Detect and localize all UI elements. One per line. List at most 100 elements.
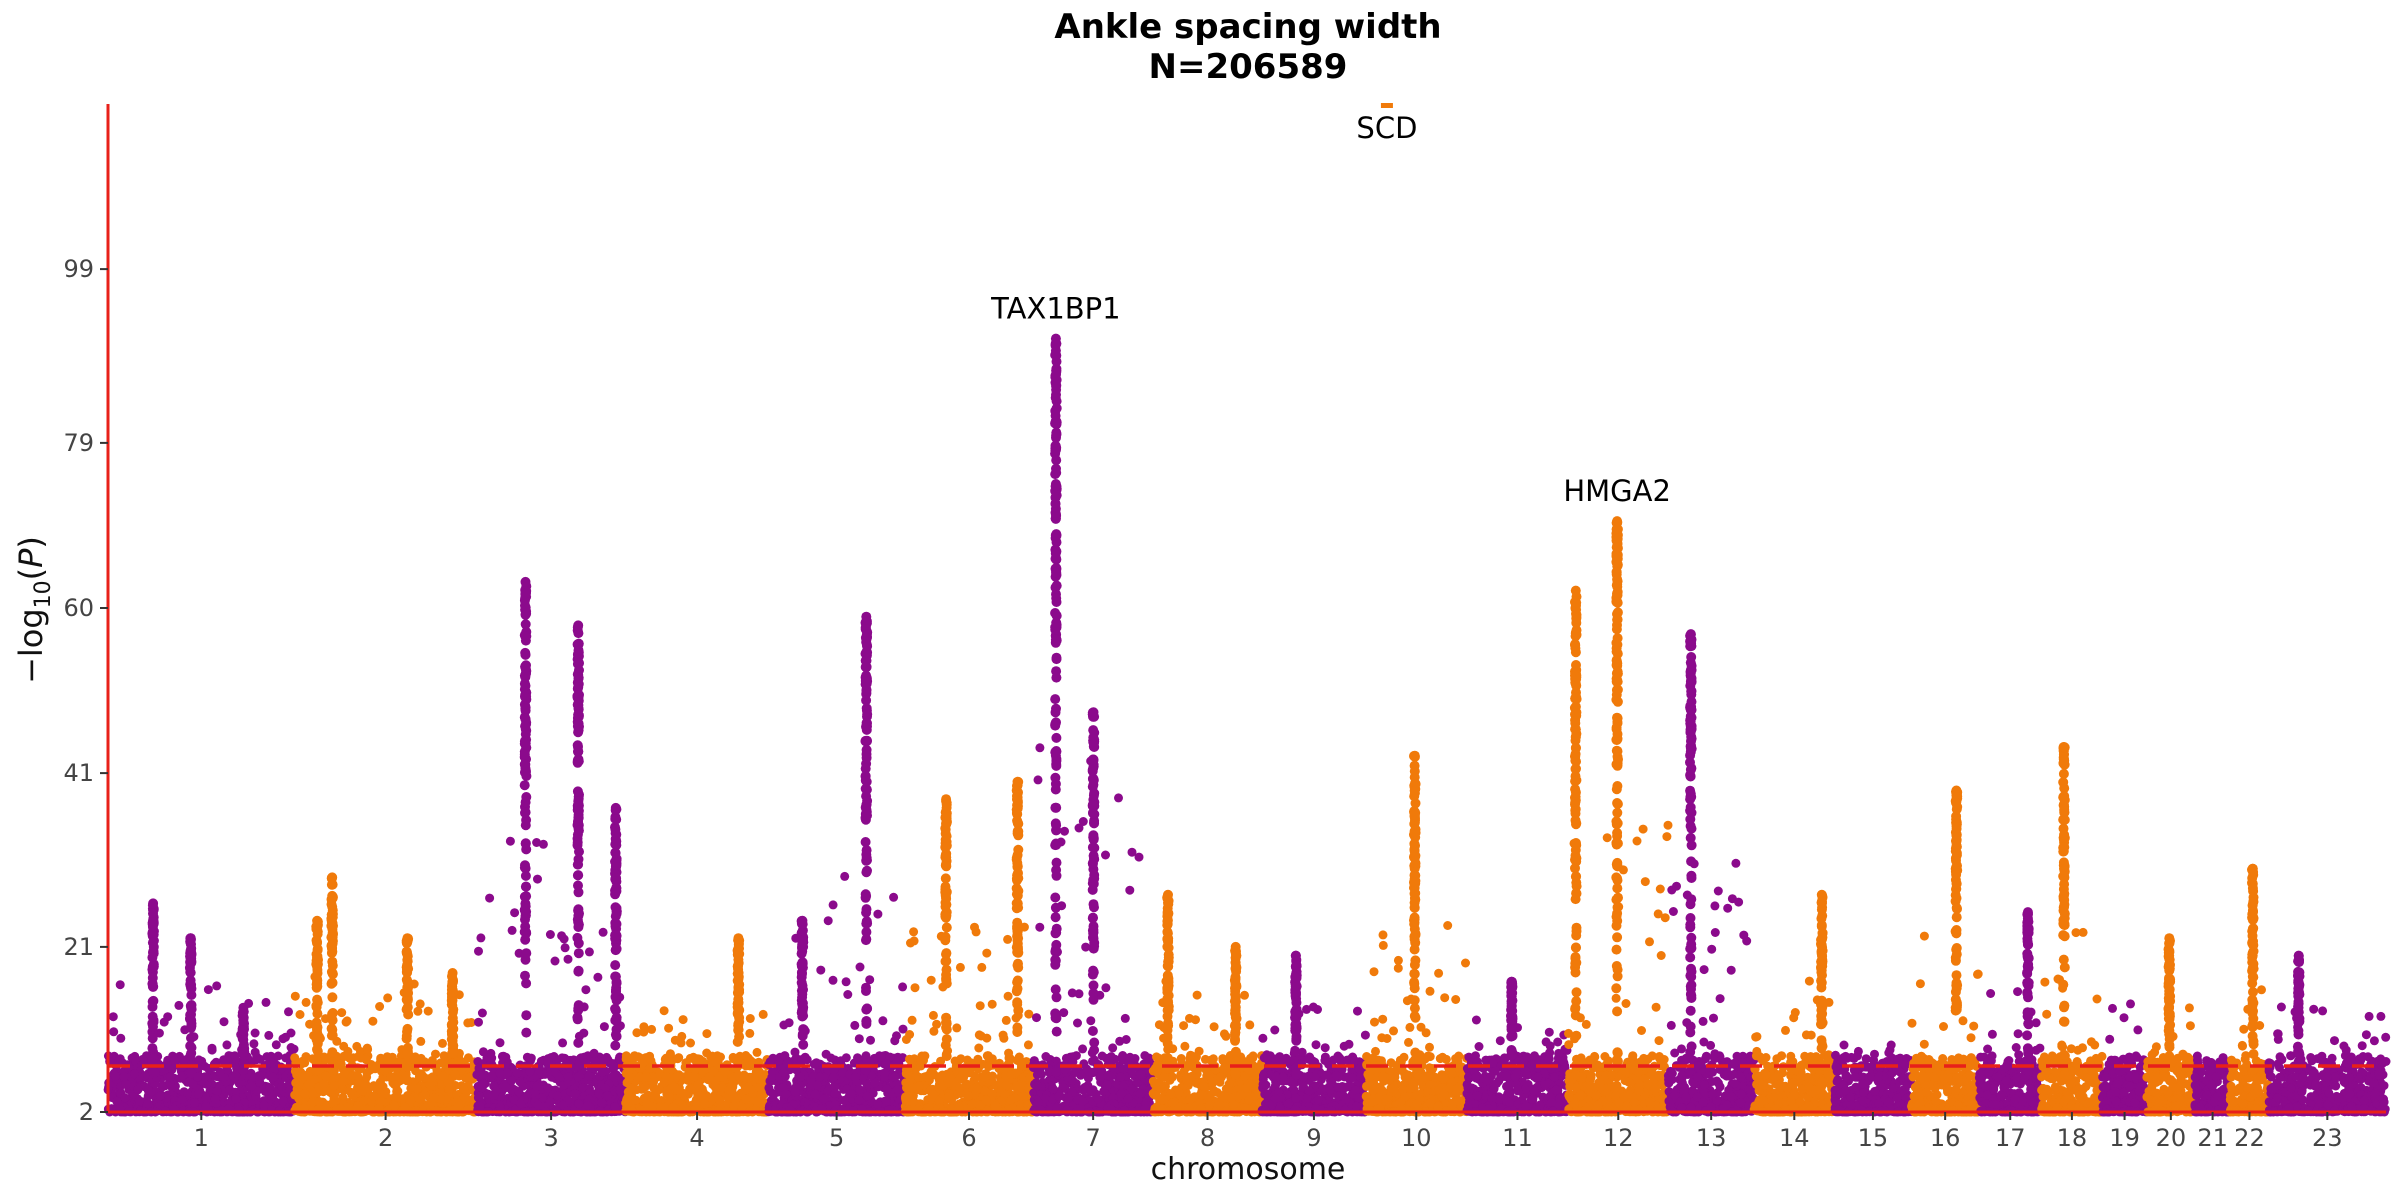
snp-point <box>1060 826 1069 836</box>
snp-point <box>901 1093 911 1103</box>
snp-point <box>910 983 920 993</box>
snp-point <box>343 1046 353 1056</box>
snp-point <box>207 1045 217 1055</box>
snp-point <box>573 1061 583 1071</box>
snp-point <box>745 1014 755 1023</box>
snp-point <box>560 943 570 953</box>
snp-point <box>1135 1089 1145 1099</box>
snp-point <box>1018 1060 1028 1070</box>
snp-point <box>974 1030 984 1040</box>
snp-point <box>1054 1091 1064 1101</box>
snp-point <box>589 1048 599 1058</box>
snp-point <box>110 1071 120 1081</box>
snp-point <box>261 997 271 1007</box>
snp-point <box>201 1101 211 1111</box>
snp-point <box>890 1036 900 1046</box>
snp-point <box>823 916 833 926</box>
snp-point <box>563 954 573 964</box>
snp-point <box>1102 1080 1112 1090</box>
snp-point <box>651 1090 661 1100</box>
snp-point <box>167 1065 177 1074</box>
snp-point <box>390 1101 399 1111</box>
snp-point <box>621 1054 631 1064</box>
snp-point <box>414 1072 424 1082</box>
snp-point <box>873 1099 883 1109</box>
snp-point <box>298 1071 308 1081</box>
snp-point <box>881 1059 891 1068</box>
snp-point <box>936 1072 946 1082</box>
snp-point <box>625 1072 635 1082</box>
snp-point <box>1078 817 1088 826</box>
snp-point <box>526 1053 536 1063</box>
snp-point <box>265 1083 275 1093</box>
snp-point <box>821 1049 831 1059</box>
snp-point <box>413 1006 423 1016</box>
snp-point <box>841 1053 851 1063</box>
snp-point <box>846 1089 856 1098</box>
snp-point <box>974 1043 984 1053</box>
snp-point <box>1140 1051 1150 1061</box>
snp-point <box>923 1072 933 1082</box>
snp-point <box>982 948 992 958</box>
snp-point <box>301 997 311 1007</box>
snp-point <box>516 1099 526 1108</box>
snp-point <box>502 1068 512 1078</box>
snp-point <box>250 1028 260 1038</box>
snp-point <box>906 938 915 948</box>
snp-point <box>873 909 883 919</box>
snp-point <box>767 1072 777 1082</box>
snp-point <box>893 1085 902 1094</box>
snp-point <box>162 1059 172 1069</box>
snp-point <box>200 1072 210 1082</box>
snp-point <box>268 1072 278 1082</box>
snp-point <box>987 999 997 1009</box>
snp-point <box>880 1068 889 1078</box>
snp-point <box>728 1052 738 1062</box>
snp-point <box>828 900 838 910</box>
snp-point <box>251 1055 261 1065</box>
snp-point <box>165 1072 175 1082</box>
snp-point <box>1007 1070 1017 1080</box>
snp-point <box>898 982 908 992</box>
snp-point <box>120 1093 130 1103</box>
snp-point <box>190 1098 199 1108</box>
snp-point <box>1003 991 1013 1001</box>
snp-point <box>459 1092 469 1102</box>
snp-point <box>1016 1082 1026 1092</box>
snp-point <box>278 1034 288 1044</box>
snp-point <box>664 1023 674 1033</box>
snp-point <box>362 1043 372 1053</box>
snp-point <box>780 1051 790 1061</box>
snp-point <box>1032 1081 1042 1091</box>
snp-point <box>850 1072 860 1082</box>
snp-point <box>429 1093 439 1103</box>
snp-point <box>431 1049 440 1059</box>
snp-point <box>345 1053 355 1063</box>
snp-point <box>406 1095 416 1105</box>
snp-point <box>704 1072 714 1082</box>
snp-point <box>157 1081 167 1091</box>
snp-point <box>495 1038 505 1048</box>
snp-point <box>342 1016 352 1026</box>
snp-point <box>955 1083 964 1093</box>
snp-point <box>134 1096 144 1106</box>
snp-point <box>790 1047 800 1057</box>
snp-point <box>752 1097 762 1107</box>
snp-point <box>854 1034 864 1044</box>
snp-point <box>1033 775 1043 785</box>
snp-point <box>639 1022 649 1032</box>
snp-point <box>346 1087 356 1097</box>
snp-point <box>247 1081 257 1091</box>
snp-point <box>1001 1015 1011 1025</box>
snp-point <box>477 1083 487 1093</box>
snp-point <box>1003 934 1013 944</box>
snp-point <box>665 1049 675 1059</box>
snp-point <box>975 1001 985 1011</box>
snp-point <box>1120 1013 1130 1023</box>
snp-point <box>383 993 393 1003</box>
snp-point <box>955 1073 965 1083</box>
snp-point <box>215 1067 225 1077</box>
snp-point <box>477 1008 487 1018</box>
snp-point <box>212 981 222 991</box>
snp-point <box>945 1072 955 1082</box>
